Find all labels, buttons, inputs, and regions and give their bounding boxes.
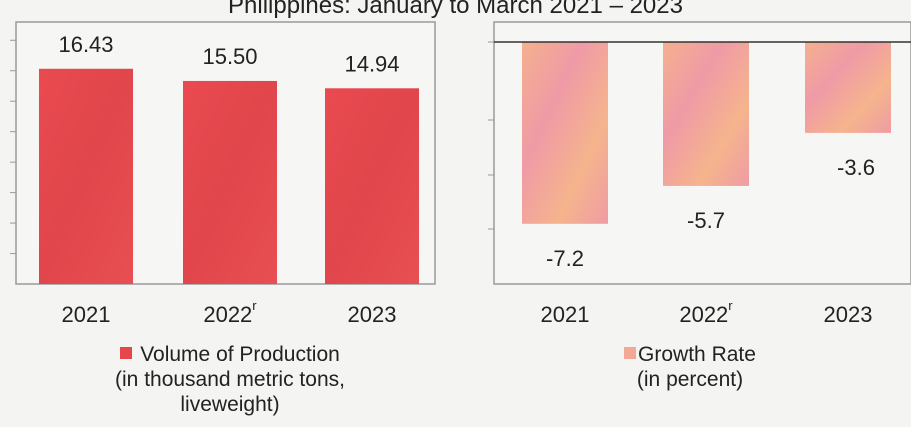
revised-mark: r <box>728 298 733 313</box>
growth-value-label: -5.7 <box>687 208 725 233</box>
growth-bar <box>663 42 749 186</box>
growth-bar <box>805 42 891 133</box>
production-legend-unit-2: liveweight) <box>180 393 280 416</box>
production-bars <box>39 68 419 284</box>
growth-category-labels: 2021 2022r 2023 <box>541 298 873 327</box>
production-category-labels: 2021 2022r 2023 <box>62 298 397 327</box>
production-y-ticks <box>10 39 16 255</box>
production-legend-name: Volume of Production <box>140 343 340 366</box>
growth-value-labels: -7.2 -5.7 -3.6 <box>546 155 875 271</box>
production-legend-unit: (in thousand metric tons, <box>115 368 345 391</box>
growth-value-label: -7.2 <box>546 246 584 271</box>
production-category-label: 2022r <box>203 298 257 327</box>
growth-bar <box>522 42 608 224</box>
production-value-label: 14.94 <box>344 51 399 76</box>
production-bar <box>325 88 419 284</box>
growth-category-label: 2023 <box>824 302 873 327</box>
revised-mark: r <box>252 298 257 313</box>
production-category-label: 2023 <box>348 302 397 327</box>
page-title: Philippines: January to March 2021 – 202… <box>228 0 683 19</box>
growth-chart: -7.2 -5.7 -3.6 2021 2022r 2023 <box>488 21 911 327</box>
production-value-labels: 16.43 15.50 14.94 <box>58 32 399 77</box>
growth-bars <box>522 42 891 224</box>
growth-legend-unit: (in percent) <box>636 368 744 391</box>
growth-category-label: 2021 <box>541 302 590 327</box>
growth-y-ticks <box>488 41 494 230</box>
production-legend: Volume of Production (in thousand metric… <box>40 342 420 417</box>
production-value-label: 15.50 <box>202 44 257 69</box>
production-value-label: 16.43 <box>58 32 113 57</box>
production-chart: 16.43 15.50 14.94 2021 2022r 2023 <box>10 21 436 327</box>
production-bar <box>183 80 277 284</box>
growth-legend-swatch <box>624 347 637 359</box>
growth-legend: Growth Rate (in percent) <box>520 342 860 392</box>
growth-value-label: -3.6 <box>837 155 875 180</box>
growth-legend-name: Growth Rate <box>638 343 756 366</box>
production-bar <box>39 68 133 284</box>
production-legend-swatch <box>120 347 133 359</box>
growth-category-label: 2022r <box>679 298 733 327</box>
production-category-label: 2021 <box>62 302 111 327</box>
